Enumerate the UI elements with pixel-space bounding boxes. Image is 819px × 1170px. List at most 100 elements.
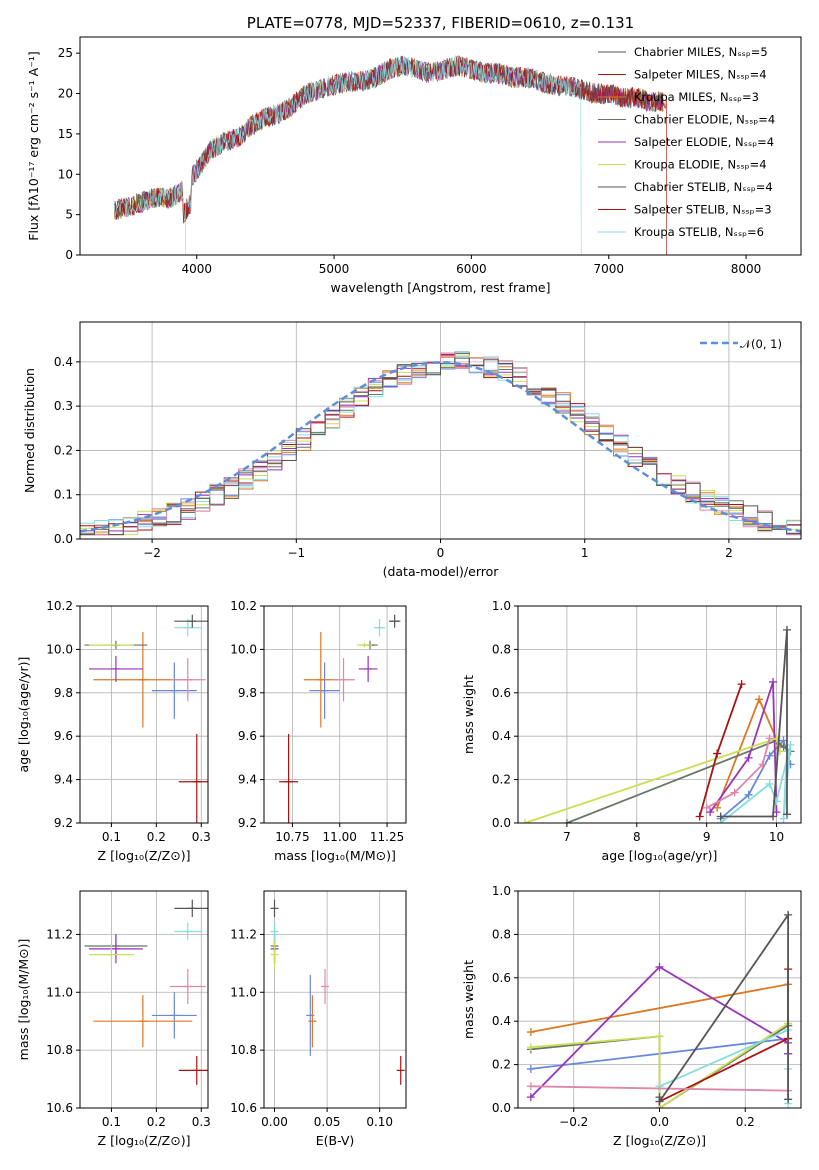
y-tick-label: 11.0 bbox=[46, 985, 73, 999]
y-tick-label: 0.2 bbox=[492, 1058, 511, 1072]
y-tick-label: 0 bbox=[65, 248, 73, 262]
plot-area bbox=[520, 625, 795, 823]
x-tick-label: 10 bbox=[769, 830, 784, 844]
y-axis-label: age [log₁₀(age/yr)] bbox=[16, 657, 31, 773]
x-tick-label: 9 bbox=[703, 830, 711, 844]
panel-4 bbox=[514, 605, 802, 827]
series-marker bbox=[520, 819, 529, 823]
weight-series bbox=[566, 739, 791, 823]
x-axis-label: E(B-V) bbox=[316, 1133, 355, 1148]
weight-series bbox=[530, 1085, 789, 1092]
legend-label: Chabrier MILES, Nₛₛₚ=5 bbox=[634, 45, 768, 59]
x-axis-label: wavelength [Angstrom, rest frame] bbox=[330, 280, 550, 295]
weight-series bbox=[524, 737, 781, 823]
histogram-series bbox=[80, 357, 801, 536]
y-tick-label: 10.8 bbox=[230, 1043, 257, 1057]
y-axis-label: mass [log₁₀(M/M⊙)] bbox=[16, 939, 31, 1061]
plot-area bbox=[279, 614, 401, 823]
x-tick-label: 0.00 bbox=[261, 1115, 288, 1129]
y-tick-label: 0.4 bbox=[492, 1014, 511, 1028]
x-axis-label: (data-model)/error bbox=[383, 564, 500, 579]
x-axis-label: Z [log₁₀(Z/Z⊙)] bbox=[98, 848, 191, 863]
x-tick-label: 0.2 bbox=[147, 1115, 166, 1129]
y-tick-label: 0.8 bbox=[492, 927, 511, 941]
series-marker bbox=[695, 812, 704, 821]
series-marker bbox=[744, 753, 753, 762]
series-marker bbox=[783, 625, 792, 634]
plot-area bbox=[80, 351, 801, 536]
y-tick-label: 10.8 bbox=[46, 1043, 73, 1057]
x-tick-label: 6000 bbox=[456, 262, 487, 276]
axes-frame bbox=[263, 890, 407, 1109]
axes-frame bbox=[79, 36, 802, 256]
x-tick-label: 11.00 bbox=[323, 830, 357, 844]
panel-7 bbox=[514, 890, 802, 1112]
x-tick-label: 7 bbox=[563, 830, 571, 844]
x-tick-label: 0.3 bbox=[192, 830, 211, 844]
x-tick-label: 5000 bbox=[319, 262, 350, 276]
legend-label: Salpeter STELIB, Nₛₛₚ=3 bbox=[634, 203, 772, 217]
y-tick-label: 10.2 bbox=[230, 599, 257, 613]
y-tick-label: 11.0 bbox=[230, 985, 257, 999]
panel-3 bbox=[260, 605, 407, 827]
x-tick-label: 8000 bbox=[731, 262, 762, 276]
weight-series bbox=[720, 744, 792, 823]
y-tick-label: 10.0 bbox=[46, 642, 73, 656]
series-marker bbox=[706, 808, 715, 817]
axes-frame bbox=[263, 605, 407, 824]
legend-label: Chabrier STELIB, Nₛₛₚ=4 bbox=[634, 180, 773, 194]
y-tick-label: 1.0 bbox=[492, 599, 511, 613]
weight-series bbox=[530, 1022, 789, 1108]
series-marker bbox=[783, 810, 792, 819]
x-tick-label: 0.3 bbox=[192, 1115, 211, 1129]
y-tick-label: 10.2 bbox=[46, 599, 73, 613]
series-marker bbox=[655, 962, 664, 971]
y-tick-label: 0.8 bbox=[492, 642, 511, 656]
legend-label: Chabrier ELODIE, Nₛₛₚ=4 bbox=[634, 113, 775, 127]
series-marker bbox=[769, 677, 778, 686]
plot-area bbox=[84, 614, 208, 823]
legend-label: Kroupa ELODIE, Nₛₛₚ=4 bbox=[634, 158, 767, 172]
plot-area bbox=[526, 910, 793, 1108]
legend-label: Salpeter MILES, Nₛₛₚ=4 bbox=[634, 68, 767, 82]
series-marker bbox=[758, 760, 767, 769]
y-axis-label: Normed distribution bbox=[22, 368, 37, 493]
series-marker bbox=[765, 779, 774, 788]
y-axis-label: mass weight bbox=[461, 960, 476, 1039]
series-marker bbox=[730, 788, 739, 797]
axes-frame bbox=[517, 605, 802, 824]
series-marker bbox=[769, 812, 778, 821]
axes-frame bbox=[79, 605, 209, 824]
x-axis-label: Z [log₁₀(Z/Z⊙)] bbox=[98, 1133, 191, 1148]
y-tick-label: 10 bbox=[58, 167, 73, 181]
x-tick-label: 4000 bbox=[181, 262, 212, 276]
chart-title: PLATE=0778, MJD=52337, FIBERID=0610, z=0… bbox=[247, 14, 634, 32]
series-marker bbox=[765, 751, 774, 760]
y-tick-label: 0.0 bbox=[492, 1101, 511, 1115]
y-tick-label: 9.8 bbox=[238, 686, 257, 700]
y-tick-label: 11.2 bbox=[230, 927, 257, 941]
series-marker bbox=[784, 1095, 793, 1104]
y-tick-label: 25 bbox=[58, 46, 73, 60]
y-tick-label: 0.6 bbox=[492, 971, 511, 985]
x-tick-label: 2 bbox=[725, 546, 733, 560]
y-tick-label: 9.4 bbox=[238, 773, 257, 787]
y-tick-label: 0.2 bbox=[492, 773, 511, 787]
y-tick-label: 15 bbox=[58, 127, 73, 141]
y-tick-label: 10.6 bbox=[46, 1101, 73, 1115]
series-marker bbox=[526, 1043, 535, 1052]
series-marker bbox=[655, 1097, 664, 1106]
x-tick-label: 0.05 bbox=[314, 1115, 341, 1129]
weight-series bbox=[720, 629, 788, 818]
y-tick-label: 0.6 bbox=[492, 686, 511, 700]
series-marker bbox=[779, 814, 788, 823]
y-tick-label: 20 bbox=[58, 87, 73, 101]
x-tick-label: −2 bbox=[143, 546, 161, 560]
x-axis-label: age [log₁₀(age/yr)] bbox=[602, 848, 718, 863]
series-marker bbox=[526, 1093, 535, 1102]
x-tick-label: 0.0 bbox=[650, 1115, 669, 1129]
y-tick-label: 0.1 bbox=[54, 488, 73, 502]
x-tick-label: 11.25 bbox=[370, 830, 404, 844]
y-tick-label: 0.4 bbox=[54, 355, 73, 369]
